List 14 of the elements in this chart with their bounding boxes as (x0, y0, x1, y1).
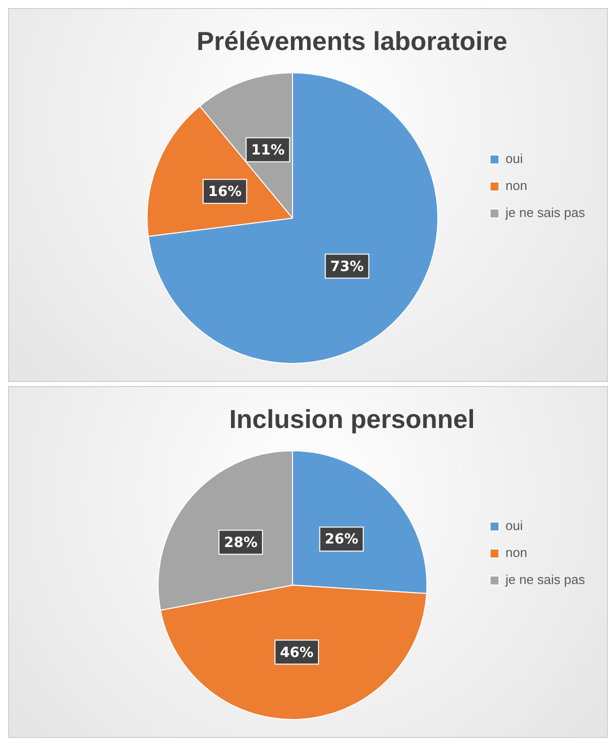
legend-label: non (506, 545, 528, 560)
legend-label: je ne sais pas (504, 205, 586, 220)
legend-label: je ne sais pas (504, 572, 586, 588)
data-label: 16% (208, 184, 242, 200)
legend-label: non (506, 178, 528, 194)
data-label: 26% (324, 532, 358, 548)
data-label: 46% (280, 644, 314, 661)
legend-label: oui (506, 151, 523, 166)
data-label: 28% (224, 534, 258, 551)
chart-title: Prélévements laboratoire (196, 26, 508, 56)
data-label: 73% (330, 258, 364, 275)
legend-label: oui (506, 518, 523, 534)
data-label: 11% (251, 142, 285, 158)
chart-title: Inclusion personnel (229, 404, 475, 434)
